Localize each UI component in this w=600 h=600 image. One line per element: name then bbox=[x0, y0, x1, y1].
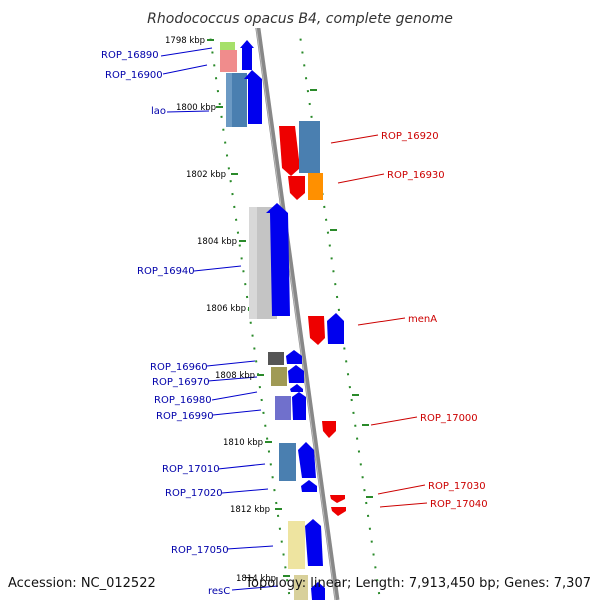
gene-block-rop17010 bbox=[279, 443, 296, 481]
map-title: Rhodococcus opacus B4, complete genome bbox=[147, 11, 453, 27]
leader-line bbox=[221, 488, 269, 494]
position-label: 1804 kbp bbox=[197, 237, 237, 247]
gene-label[interactable]: ROP_17010 bbox=[162, 464, 220, 475]
reverse-gene-arrow bbox=[279, 126, 300, 176]
position-label: 1814 kbp bbox=[236, 574, 276, 584]
position-label: 1798 kbp bbox=[165, 36, 205, 46]
forward-gene-arrow bbox=[286, 350, 302, 364]
forward-gene-arrow bbox=[266, 203, 290, 316]
reverse-gene-arrow bbox=[330, 495, 345, 503]
leader-line bbox=[226, 545, 274, 550]
gene-block-rop16940-shade bbox=[249, 207, 257, 319]
gene-label[interactable]: ROP_17050 bbox=[171, 545, 229, 556]
forward-gene-arrow bbox=[311, 582, 325, 600]
right-gene-labels: ROP_16920 ROP_16930 menA ROP_17000 ROP_1… bbox=[381, 131, 488, 510]
gene-label[interactable]: ROP_16980 bbox=[154, 395, 212, 406]
gene-label[interactable]: lao bbox=[151, 106, 166, 117]
forward-gene-arrow bbox=[305, 519, 323, 566]
leader-line bbox=[162, 64, 208, 75]
gene-block-resc bbox=[294, 575, 308, 600]
position-label: 1806 kbp bbox=[206, 304, 246, 314]
left-leader-lines bbox=[160, 47, 279, 591]
position-tick-marks bbox=[207, 39, 373, 577]
leader-line bbox=[160, 47, 213, 57]
gene-label[interactable]: ROP_16930 bbox=[387, 170, 445, 181]
gene-label[interactable]: ROP_16920 bbox=[381, 131, 439, 142]
genome-backbone-highlight bbox=[255, 28, 336, 600]
gene-block-rop17050 bbox=[288, 521, 305, 569]
accession-text: Accession: NC_012522 bbox=[8, 576, 156, 591]
leader-line bbox=[207, 376, 258, 382]
reverse-gene-arrows bbox=[258, 0, 346, 516]
right-leader-lines bbox=[330, 134, 428, 508]
position-label: 1808 kbp bbox=[215, 371, 255, 381]
forward-gene-arrow bbox=[327, 313, 344, 344]
position-labels: 1798 kbp 1800 kbp 1802 kbp 1804 kbp 1806… bbox=[165, 36, 276, 584]
map-area: 1798 kbp 1800 kbp 1802 kbp 1804 kbp 1806… bbox=[101, 0, 488, 600]
gene-label[interactable]: ROP_16890 bbox=[101, 50, 159, 61]
forward-gene-arrow bbox=[301, 480, 317, 492]
gene-blocks-right bbox=[299, 121, 323, 200]
reverse-gene-arrow bbox=[308, 316, 325, 345]
gene-label[interactable]: ROP_17030 bbox=[428, 481, 486, 492]
gene-label[interactable]: ROP_16900 bbox=[105, 70, 163, 81]
gene-block-rop16970 bbox=[271, 367, 287, 386]
position-label: 1810 kbp bbox=[223, 438, 263, 448]
gene-label[interactable]: ROP_16990 bbox=[156, 411, 214, 422]
leader-line bbox=[357, 317, 406, 326]
leader-line bbox=[231, 585, 279, 591]
reverse-gene-arrow bbox=[331, 507, 346, 516]
leader-line bbox=[337, 173, 385, 184]
gene-label[interactable]: ROP_17040 bbox=[430, 499, 488, 510]
leader-line bbox=[370, 416, 418, 426]
forward-gene-arrow bbox=[288, 365, 304, 383]
leader-line bbox=[330, 134, 379, 144]
leader-line bbox=[217, 463, 266, 470]
gene-label[interactable]: resC bbox=[208, 586, 230, 597]
left-gene-labels: ROP_16890 ROP_16900 lao ROP_16940 ROP_16… bbox=[101, 50, 230, 597]
gene-block-rop16930 bbox=[308, 173, 323, 200]
gene-block-rop16890 bbox=[220, 42, 235, 50]
position-label: 1802 kbp bbox=[186, 170, 226, 180]
gene-block-rop16920 bbox=[299, 121, 320, 173]
gene-label[interactable]: ROP_16970 bbox=[152, 377, 210, 388]
gene-label[interactable]: ROP_16940 bbox=[137, 266, 195, 277]
leader-line bbox=[166, 110, 210, 113]
forward-gene-arrow bbox=[240, 40, 254, 70]
gene-label[interactable]: ROP_17020 bbox=[165, 488, 223, 499]
leader-line bbox=[379, 502, 428, 508]
forward-gene-arrow bbox=[292, 392, 306, 420]
genome-summary-text: Topology: linear; Length: 7,913,450 bp; … bbox=[244, 576, 591, 591]
leader-line bbox=[211, 391, 258, 401]
reverse-gene-arrow bbox=[258, 0, 272, 5]
forward-gene-arrow bbox=[290, 384, 303, 392]
gene-block-rop16990 bbox=[275, 396, 291, 420]
position-label: 1812 kbp bbox=[230, 505, 270, 515]
genome-backbone bbox=[255, 28, 340, 600]
gene-block-lao-shade bbox=[226, 73, 232, 127]
gene-label[interactable]: ROP_16960 bbox=[150, 362, 208, 373]
reverse-gene-arrow bbox=[288, 176, 305, 200]
forward-gene-arrows bbox=[240, 40, 344, 600]
position-label: 1800 kbp bbox=[176, 103, 216, 113]
leader-line bbox=[193, 265, 242, 272]
reverse-gene-arrow bbox=[322, 421, 336, 438]
gene-block-rop16960 bbox=[268, 352, 284, 365]
leader-line bbox=[377, 484, 426, 495]
leader-line bbox=[206, 360, 256, 367]
leader-line bbox=[212, 409, 262, 416]
gene-label[interactable]: menA bbox=[408, 314, 437, 325]
forward-gene-arrow bbox=[298, 442, 316, 478]
gene-block-rop16900 bbox=[220, 50, 237, 72]
gene-label[interactable]: ROP_17000 bbox=[420, 413, 478, 424]
forward-gene-arrow bbox=[244, 70, 262, 124]
